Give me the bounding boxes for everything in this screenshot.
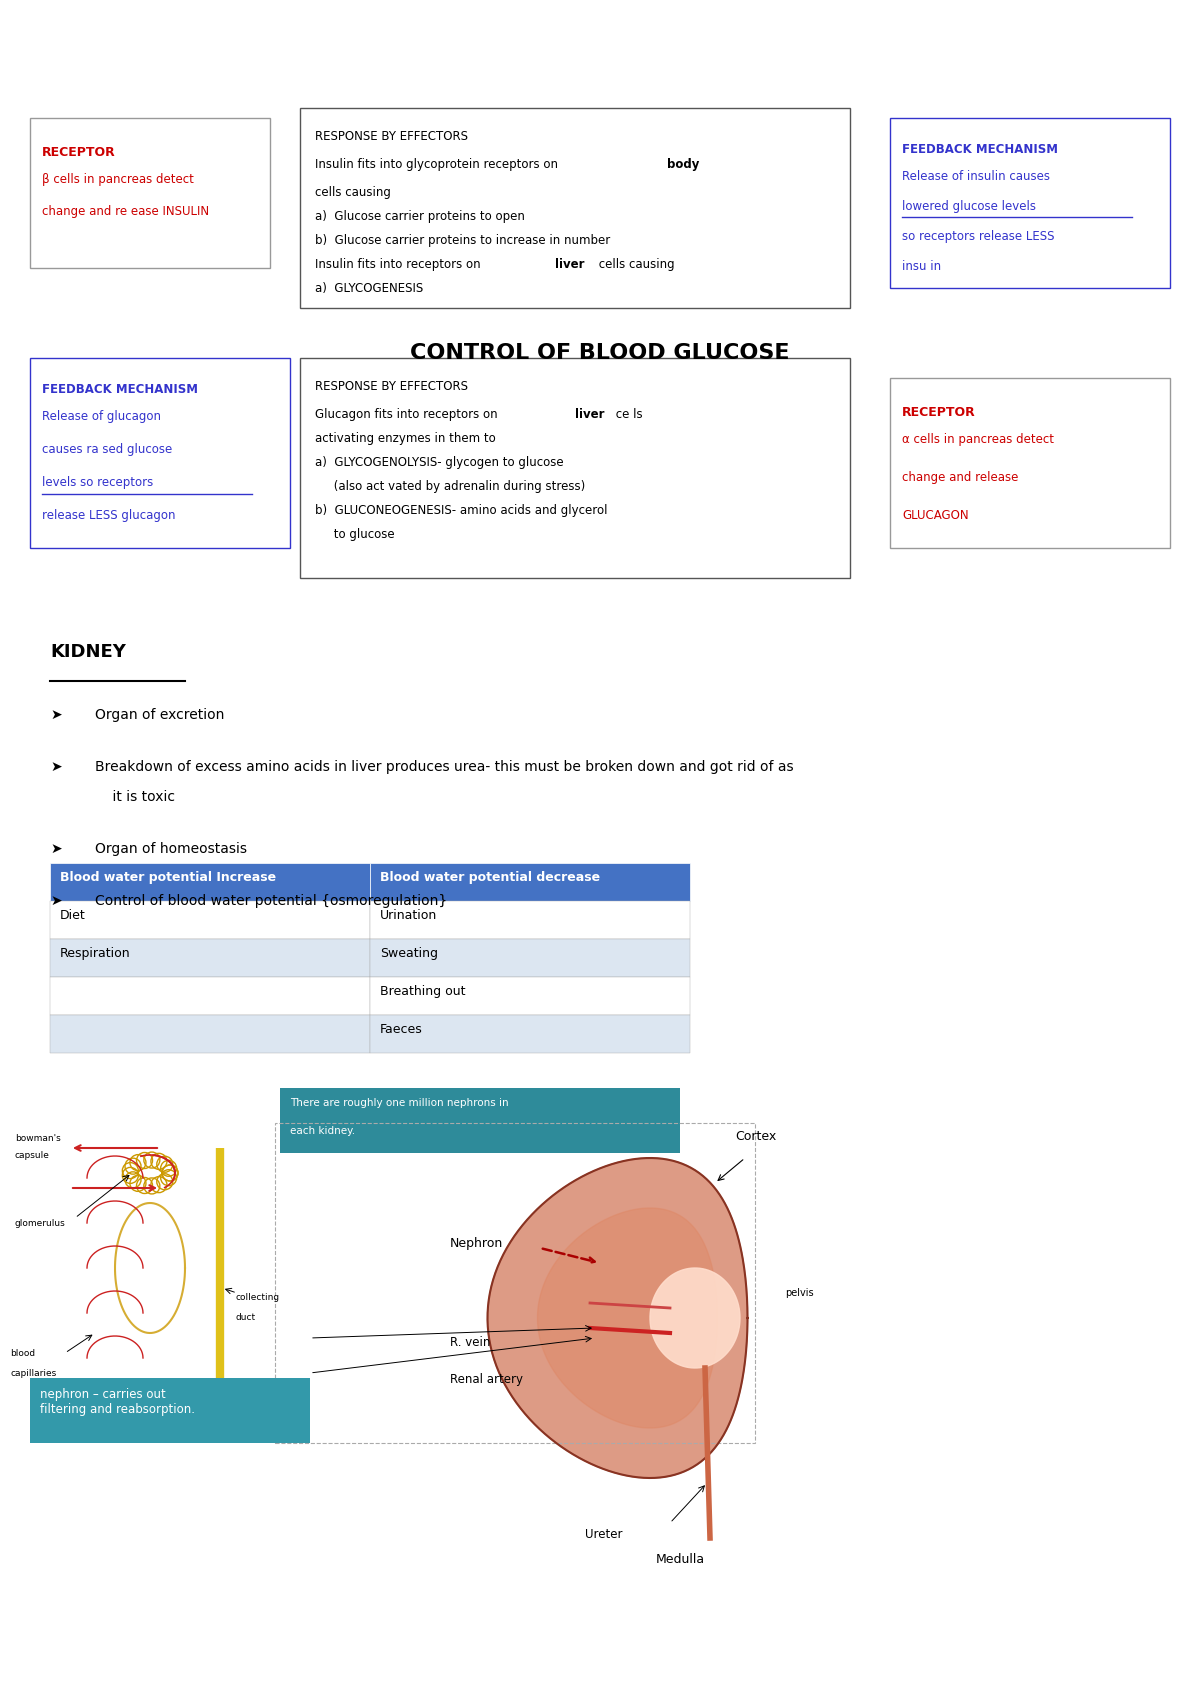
Text: Breathing out: Breathing out xyxy=(380,985,466,998)
FancyBboxPatch shape xyxy=(370,902,690,939)
Text: change and re ease INSULIN: change and re ease INSULIN xyxy=(42,205,209,217)
FancyBboxPatch shape xyxy=(890,379,1170,548)
FancyBboxPatch shape xyxy=(370,976,690,1015)
FancyBboxPatch shape xyxy=(50,976,370,1015)
Text: KIDNEY: KIDNEY xyxy=(50,644,126,661)
Text: Renal artery: Renal artery xyxy=(450,1374,523,1387)
Text: capsule: capsule xyxy=(14,1151,50,1160)
Polygon shape xyxy=(538,1207,718,1428)
Text: Control of blood water potential {osmoregulation}: Control of blood water potential {osmore… xyxy=(95,895,448,908)
FancyBboxPatch shape xyxy=(30,358,290,548)
Text: levels so receptors: levels so receptors xyxy=(42,475,154,489)
Text: a)  GLYCOGENOLYSIS- glycogen to glucose: a) GLYCOGENOLYSIS- glycogen to glucose xyxy=(314,457,564,469)
Text: Organ of homeostasis: Organ of homeostasis xyxy=(95,842,247,856)
Text: to glucose: to glucose xyxy=(314,528,395,542)
Text: cells causing: cells causing xyxy=(595,258,674,272)
Text: liver: liver xyxy=(554,258,584,272)
Text: change and release: change and release xyxy=(902,470,1019,484)
Text: Diet: Diet xyxy=(60,908,85,922)
Text: so receptors release LESS: so receptors release LESS xyxy=(902,229,1055,243)
Text: Release of glucagon: Release of glucagon xyxy=(42,409,161,423)
Text: Release of insulin causes: Release of insulin causes xyxy=(902,170,1050,183)
FancyBboxPatch shape xyxy=(30,1379,310,1443)
Text: Organ of excretion: Organ of excretion xyxy=(95,708,224,722)
Text: ➤: ➤ xyxy=(50,761,61,774)
Text: ce ls: ce ls xyxy=(612,408,643,421)
Text: Glucagon fits into receptors on: Glucagon fits into receptors on xyxy=(314,408,502,421)
Text: Faeces: Faeces xyxy=(380,1022,422,1036)
FancyBboxPatch shape xyxy=(370,1015,690,1053)
Text: insu in: insu in xyxy=(902,260,941,273)
Text: Ureter: Ureter xyxy=(586,1528,623,1542)
Text: GLUCAGON: GLUCAGON xyxy=(902,509,968,521)
FancyBboxPatch shape xyxy=(50,1015,370,1053)
FancyBboxPatch shape xyxy=(50,939,370,976)
Text: RESPONSE BY EFFECTORS: RESPONSE BY EFFECTORS xyxy=(314,380,468,392)
Text: Insulin fits into receptors on: Insulin fits into receptors on xyxy=(314,258,485,272)
Text: (also act vated by adrenalin during stress): (also act vated by adrenalin during stre… xyxy=(314,481,586,492)
Text: FEEDBACK MECHANISM: FEEDBACK MECHANISM xyxy=(902,143,1058,156)
Text: R. vein: R. vein xyxy=(450,1336,491,1350)
Text: nephron – carries out
filtering and reabsorption.: nephron – carries out filtering and reab… xyxy=(40,1387,194,1416)
Text: β cells in pancreas detect: β cells in pancreas detect xyxy=(42,173,194,187)
Text: a)  GLYCOGENESIS: a) GLYCOGENESIS xyxy=(314,282,424,295)
Text: blood: blood xyxy=(10,1348,35,1357)
Text: body: body xyxy=(667,158,700,171)
FancyBboxPatch shape xyxy=(370,939,690,976)
Text: Nephron: Nephron xyxy=(450,1236,503,1250)
FancyBboxPatch shape xyxy=(50,863,370,902)
Text: Breakdown of excess amino acids in liver produces urea- this must be broken down: Breakdown of excess amino acids in liver… xyxy=(95,761,793,774)
Polygon shape xyxy=(487,1158,748,1477)
Text: Blood water potential Increase: Blood water potential Increase xyxy=(60,871,276,885)
Text: b)  Glucose carrier proteins to increase in number: b) Glucose carrier proteins to increase … xyxy=(314,234,611,246)
Text: lowered glucose levels: lowered glucose levels xyxy=(902,200,1036,212)
Text: each kidney.: each kidney. xyxy=(290,1126,355,1136)
Text: cells causing: cells causing xyxy=(314,187,391,199)
Text: ➤: ➤ xyxy=(50,842,61,856)
Text: glomerulus: glomerulus xyxy=(14,1219,66,1228)
Text: Medulla: Medulla xyxy=(655,1554,704,1566)
Text: it is toxic: it is toxic xyxy=(95,790,175,803)
FancyBboxPatch shape xyxy=(280,1088,680,1153)
Text: RESPONSE BY EFFECTORS: RESPONSE BY EFFECTORS xyxy=(314,131,468,143)
Text: Urination: Urination xyxy=(380,908,437,922)
FancyBboxPatch shape xyxy=(50,902,370,939)
Text: liver: liver xyxy=(575,408,605,421)
Text: CONTROL OF BLOOD GLUCOSE: CONTROL OF BLOOD GLUCOSE xyxy=(410,343,790,363)
Text: bowman's: bowman's xyxy=(14,1134,61,1143)
Text: duct: duct xyxy=(235,1314,256,1323)
Text: FEEDBACK MECHANISM: FEEDBACK MECHANISM xyxy=(42,384,198,396)
Text: RECEPTOR: RECEPTOR xyxy=(902,406,976,419)
Text: Insulin fits into glycoprotein receptors on: Insulin fits into glycoprotein receptors… xyxy=(314,158,562,171)
Text: ➤: ➤ xyxy=(50,708,61,722)
FancyBboxPatch shape xyxy=(300,358,850,577)
Text: There are roughly one million nephrons in: There are roughly one million nephrons i… xyxy=(290,1099,509,1109)
Text: Sweating: Sweating xyxy=(380,947,438,959)
Text: a)  Glucose carrier proteins to open: a) Glucose carrier proteins to open xyxy=(314,211,524,222)
Text: α cells in pancreas detect: α cells in pancreas detect xyxy=(902,433,1054,447)
Text: release LESS glucagon: release LESS glucagon xyxy=(42,509,175,521)
Text: activating enzymes in them to: activating enzymes in them to xyxy=(314,431,496,445)
FancyBboxPatch shape xyxy=(30,117,270,268)
Text: RECEPTOR: RECEPTOR xyxy=(42,146,115,160)
Polygon shape xyxy=(650,1268,740,1369)
Text: Respiration: Respiration xyxy=(60,947,131,959)
Text: capillaries: capillaries xyxy=(10,1369,56,1377)
Text: causes ra sed glucose: causes ra sed glucose xyxy=(42,443,173,457)
Text: Blood water potential decrease: Blood water potential decrease xyxy=(380,871,600,885)
Text: ➤: ➤ xyxy=(50,895,61,908)
Text: Cortex: Cortex xyxy=(734,1129,776,1143)
Text: b)  GLUCONEOGENESIS- amino acids and glycerol: b) GLUCONEOGENESIS- amino acids and glyc… xyxy=(314,504,607,516)
Text: collecting: collecting xyxy=(235,1294,280,1302)
FancyBboxPatch shape xyxy=(370,863,690,902)
FancyBboxPatch shape xyxy=(890,117,1170,289)
FancyBboxPatch shape xyxy=(300,109,850,307)
Text: pelvis: pelvis xyxy=(785,1289,814,1297)
